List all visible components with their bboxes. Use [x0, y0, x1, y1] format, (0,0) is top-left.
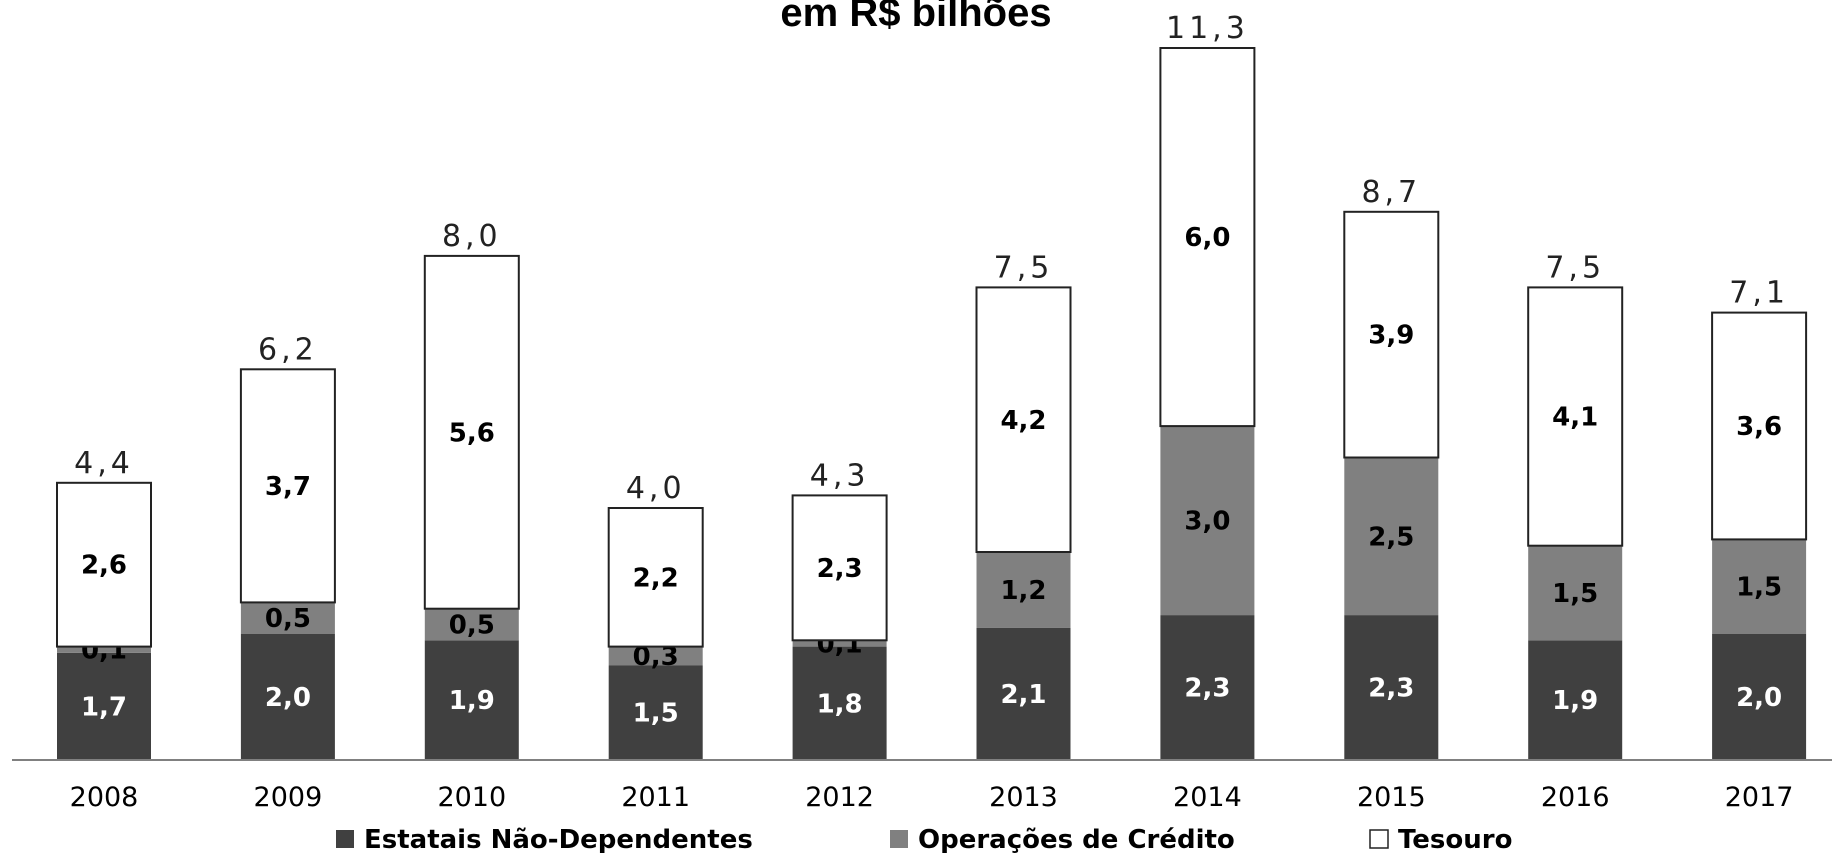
- bar-segment-2-2013: [976, 552, 1071, 628]
- segment-label-3-2008: 2,6: [81, 551, 127, 581]
- segment-label-1-2014: 2,3: [1184, 674, 1230, 704]
- bar-segment-3-2016: [1527, 286, 1624, 547]
- bar-segment-2-2015: [1344, 457, 1439, 616]
- legend-swatch-3: [1369, 829, 1389, 849]
- legend-swatch-2: [890, 830, 908, 848]
- segment-label-2-2014: 3,0: [1184, 507, 1230, 537]
- bar-segment-1-2015: [1344, 615, 1439, 760]
- segment-label-3-2016: 4,1: [1552, 403, 1598, 433]
- bar-segment-2-2010: [424, 608, 519, 641]
- bar-segment-1-2011: [608, 665, 703, 760]
- total-label-2015: 8,7: [1361, 175, 1421, 210]
- segment-label-3-2012: 2,3: [817, 554, 863, 584]
- x-tick-label-2008: 2008: [70, 782, 139, 813]
- segment-label-3-2013: 4,2: [1000, 406, 1046, 436]
- segment-label-3-2014: 6,0: [1184, 223, 1230, 253]
- bar-segment-2-2014: [1160, 426, 1255, 616]
- segment-label-1-2009: 2,0: [265, 683, 311, 713]
- segment-label-2-2015: 2,5: [1368, 522, 1414, 552]
- bar-segment-2-2009: [240, 602, 335, 634]
- legend: Estatais Não-Dependentes Operações de Cré…: [336, 825, 1512, 853]
- segment-label-3-2009: 3,7: [265, 472, 311, 502]
- x-tick-label-2011: 2011: [621, 782, 690, 813]
- segment-label-2-2017: 1,5: [1736, 573, 1782, 603]
- segment-label-3-2017: 3,6: [1736, 412, 1782, 442]
- bar-segment-3-2013: [975, 286, 1072, 553]
- bars-layer: 1,70,12,64,42,00,53,76,21,90,55,68,01,50…: [56, 11, 1808, 760]
- legend-label-2: Operações de Crédito: [918, 825, 1235, 853]
- x-tick-label-2014: 2014: [1173, 782, 1242, 813]
- segment-label-2-2009: 0,5: [265, 604, 311, 634]
- bar-segment-3-2017: [1711, 311, 1808, 541]
- total-label-2011: 4,0: [626, 471, 686, 506]
- segment-label-1-2016: 1,9: [1552, 686, 1598, 716]
- segment-label-1-2013: 2,1: [1000, 680, 1046, 710]
- x-tick-label-2009: 2009: [254, 782, 323, 813]
- segment-label-3-2011: 2,2: [633, 563, 679, 593]
- bar-segment-3-2008: [56, 481, 152, 648]
- segment-label-3-2015: 3,9: [1368, 321, 1414, 351]
- x-tick-label-2010: 2010: [437, 782, 506, 813]
- segment-label-1-2017: 2,0: [1736, 683, 1782, 713]
- bar-segment-2-2008: [57, 646, 151, 653]
- bar-segment-3-2009: [239, 368, 336, 604]
- x-tick-label-2012: 2012: [805, 782, 874, 813]
- total-label-2010: 8,0: [442, 219, 502, 254]
- legend-label-1: Estatais Não-Dependentes: [364, 825, 753, 853]
- segment-label-1-2008: 1,7: [81, 692, 127, 722]
- total-label-2016: 7,5: [1545, 250, 1605, 285]
- bar-segment-2-2012: [792, 640, 887, 647]
- total-label-2013: 7,5: [994, 250, 1054, 285]
- x-tick-label-2016: 2016: [1541, 782, 1610, 813]
- bar-segment-3-2014: [1159, 47, 1256, 428]
- legend-swatch-1: [336, 830, 354, 848]
- segment-label-1-2010: 1,9: [449, 686, 495, 716]
- total-label-2009: 6,2: [258, 332, 318, 367]
- x-axis-ticks: 2008 2009 2010 2011 2012 2013 2014 2015 2016 2017: [70, 782, 1794, 813]
- chart-title: em R$ bilhões: [780, 0, 1051, 35]
- bar-segment-3-2015: [1343, 210, 1440, 459]
- bar-segment-1-2010: [424, 640, 519, 760]
- total-label-2017: 7,1: [1729, 276, 1789, 311]
- legend-label-3: Tesouro: [1398, 825, 1512, 853]
- total-label-2014: 11,3: [1166, 11, 1249, 46]
- segment-label-2-2013: 1,2: [1000, 576, 1046, 606]
- bar-segment-1-2016: [1528, 640, 1623, 760]
- bar-segment-1-2017: [1712, 634, 1807, 760]
- bar-segment-1-2009: [240, 634, 335, 760]
- total-label-2008: 4,4: [74, 446, 134, 481]
- bar-segment-2-2016: [1528, 545, 1623, 641]
- bar-segment-1-2014: [1160, 615, 1255, 760]
- total-label-2012: 4,3: [810, 458, 870, 493]
- bar-segment-1-2013: [976, 627, 1071, 760]
- segment-label-1-2012: 1,8: [817, 689, 863, 719]
- segment-label-1-2015: 2,3: [1368, 674, 1414, 704]
- segment-label-2-2016: 1,5: [1552, 579, 1598, 609]
- segment-label-3-2010: 5,6: [449, 418, 495, 448]
- bar-segment-1-2012: [792, 646, 887, 760]
- segment-label-1-2011: 1,5: [633, 699, 679, 729]
- bar-segment-2-2017: [1712, 539, 1807, 634]
- bar-segment-3-2012: [791, 494, 888, 642]
- bar-segment-3-2010: [423, 254, 520, 610]
- x-tick-label-2015: 2015: [1357, 782, 1426, 813]
- bar-segment-1-2008: [57, 652, 151, 760]
- bar-segment-3-2011: [607, 507, 704, 648]
- x-tick-label-2013: 2013: [989, 782, 1058, 813]
- bar-segment-2-2011: [608, 646, 703, 666]
- segment-label-2-2010: 0,5: [449, 611, 495, 641]
- x-tick-label-2017: 2017: [1725, 782, 1794, 813]
